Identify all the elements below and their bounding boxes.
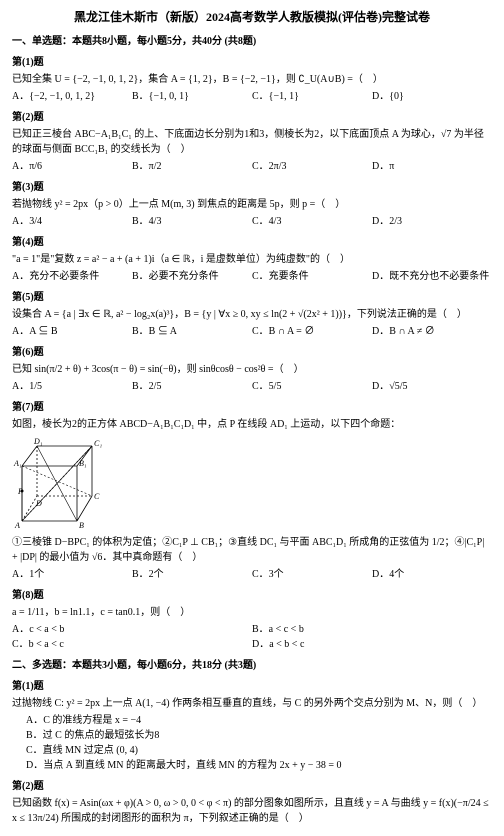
exam-title: 黑龙江佳木斯市（新版）2024高考数学人教版模拟(评估卷)完整试卷: [12, 8, 492, 26]
q2-choices: A．π/6 B．π/2 C．2π/3 D．π: [12, 159, 492, 174]
q1-text: 已知全集 U = {−2, −1, 0, 1, 2}，集合 A = {1, 2}…: [12, 72, 492, 87]
svg-text:A₁: A₁: [13, 459, 22, 468]
q5-text: 设集合 A = {a | ∃x ∈ ℝ, a² − log₂x(a)³}，B =…: [12, 307, 492, 322]
q3-number: 第(3)题: [12, 180, 492, 195]
q1-choice-c: C．{−1, 1}: [252, 89, 372, 104]
svg-text:D: D: [35, 499, 42, 508]
q1-choice-b: B．{−1, 0, 1}: [132, 89, 252, 104]
q8-text: a = 1/11，b = ln1.1，c = tan0.1，则（ ）: [12, 605, 492, 620]
s2q2-text: 已知函数 f(x) = Asin(ωx + φ)(A > 0, ω > 0, 0…: [12, 796, 492, 826]
q4-choices: A．充分不必要条件 B．必要不充分条件 C．充要条件 D．既不充分也不必要条件: [12, 269, 492, 284]
q7-choices: A．1个 B．2个 C．3个 D．4个: [12, 567, 492, 582]
q3-choice-a: A．3/4: [12, 214, 132, 229]
q2-choice-c: C．2π/3: [252, 159, 372, 174]
q6-choice-a: A．1/5: [12, 379, 132, 394]
cube-diagram: D₁ C₁ A₁ B₁ D C A B P: [12, 436, 492, 531]
q4-number: 第(4)题: [12, 235, 492, 250]
q2-choice-a: A．π/6: [12, 159, 132, 174]
q1-choices: A．{−2, −1, 0, 1, 2} B．{−1, 0, 1} C．{−1, …: [12, 89, 492, 104]
q5-number: 第(5)题: [12, 290, 492, 305]
q7-statements: ①三棱锥 D−BPC₁ 的体积为定值；②C₁P ⊥ CB₁；③直线 DC₁ 与平…: [12, 535, 492, 565]
q5-choice-a: A．A ⊆ B: [12, 324, 132, 339]
q1-number: 第(1)题: [12, 55, 492, 70]
q5-choice-c: C．B ∩ A = ∅: [252, 324, 372, 339]
q2-choice-d: D．π: [372, 159, 492, 174]
q3-choice-d: D．2/3: [372, 214, 492, 229]
q2-text: 已知正三棱台 ABC−A₁B₁C₁ 的上、下底面边长分别为1和3，侧棱长为2，以…: [12, 127, 492, 157]
q7-choice-d: D．4个: [372, 567, 492, 582]
s2q1-text: 过抛物线 C: y² = 2px 上一点 A(1, −4) 作两条相互垂直的直线…: [12, 696, 492, 711]
q8-choice-c: C．b < a < c: [12, 637, 252, 652]
s2q1-choice-c: C．直线 MN 过定点 (0, 4): [26, 743, 492, 758]
q2-choice-b: B．π/2: [132, 159, 252, 174]
q4-choice-b: B．必要不充分条件: [132, 269, 252, 284]
svg-text:B: B: [79, 521, 84, 530]
q5-choices: A．A ⊆ B B．B ⊆ A C．B ∩ A = ∅ D．B ∩ A ≠ ∅: [12, 324, 492, 339]
q2-number: 第(2)题: [12, 110, 492, 125]
s2q1-choices: A．C 的准线方程是 x = −4 B．过 C 的焦点的最短弦长为8 C．直线 …: [12, 713, 492, 773]
q4-text: "a = 1"是"复数 z = a² − a + (a + 1)i（a ∈ ℝ，…: [12, 252, 492, 267]
q6-choice-d: D．√5/5: [372, 379, 492, 394]
q6-choices: A．1/5 B．2/5 C．5/5 D．√5/5: [12, 379, 492, 394]
q5-choice-b: B．B ⊆ A: [132, 324, 252, 339]
q7-number: 第(7)题: [12, 400, 492, 415]
q4-choice-c: C．充要条件: [252, 269, 372, 284]
q6-text: 已知 sin(π/2 + θ) + 3cos(π − θ) = sin(−θ)，…: [12, 362, 492, 377]
q8-choice-d: D．a < b < c: [252, 637, 492, 652]
q4-choice-a: A．充分不必要条件: [12, 269, 132, 284]
q8-choices: A．c < a < b B．a < c < b C．b < a < c D．a …: [12, 622, 492, 652]
q1-choice-d: D．{0}: [372, 89, 492, 104]
q3-choice-b: B．4/3: [132, 214, 252, 229]
q3-text: 若抛物线 y² = 2px（p > 0）上一点 M(m, 3) 到焦点的距离是 …: [12, 197, 492, 212]
q7-choice-a: A．1个: [12, 567, 132, 582]
svg-text:C₁: C₁: [94, 439, 102, 448]
svg-text:C: C: [94, 492, 100, 501]
q4-choice-d: D．既不充分也不必要条件: [372, 269, 492, 284]
s2q1-choice-b: B．过 C 的焦点的最短弦长为8: [26, 728, 492, 743]
q6-choice-b: B．2/5: [132, 379, 252, 394]
q8-number: 第(8)题: [12, 588, 492, 603]
svg-text:A: A: [14, 521, 20, 530]
section-1-header: 一、单选题：本题共8小题，每小题5分，共40分 (共8题): [12, 34, 492, 49]
s2q1-choice-a: A．C 的准线方程是 x = −4: [26, 713, 492, 728]
s2q1-number: 第(1)题: [12, 679, 492, 694]
s2q2-number: 第(2)题: [12, 779, 492, 794]
q7-choice-b: B．2个: [132, 567, 252, 582]
q1-choice-a: A．{−2, −1, 0, 1, 2}: [12, 89, 132, 104]
section-2-header: 二、多选题：本题共3小题，每小题6分，共18分 (共3题): [12, 658, 492, 673]
q8-choice-b: B．a < c < b: [252, 622, 492, 637]
q7-choice-c: C．3个: [252, 567, 372, 582]
q8-choice-a: A．c < a < b: [12, 622, 252, 637]
q7-text: 如图，棱长为2的正方体 ABCD−A₁B₁C₁D₁ 中，点 P 在线段 AD₁ …: [12, 417, 492, 432]
q6-number: 第(6)题: [12, 345, 492, 360]
q5-choice-d: D．B ∩ A ≠ ∅: [372, 324, 492, 339]
svg-text:D₁: D₁: [33, 437, 43, 446]
q3-choices: A．3/4 B．4/3 C．4/3 D．2/3: [12, 214, 492, 229]
q6-choice-c: C．5/5: [252, 379, 372, 394]
q3-choice-c: C．4/3: [252, 214, 372, 229]
svg-text:B₁: B₁: [79, 459, 87, 468]
s2q1-choice-d: D．当点 A 到直线 MN 的距离最大时，直线 MN 的方程为 2x + y −…: [26, 758, 492, 773]
